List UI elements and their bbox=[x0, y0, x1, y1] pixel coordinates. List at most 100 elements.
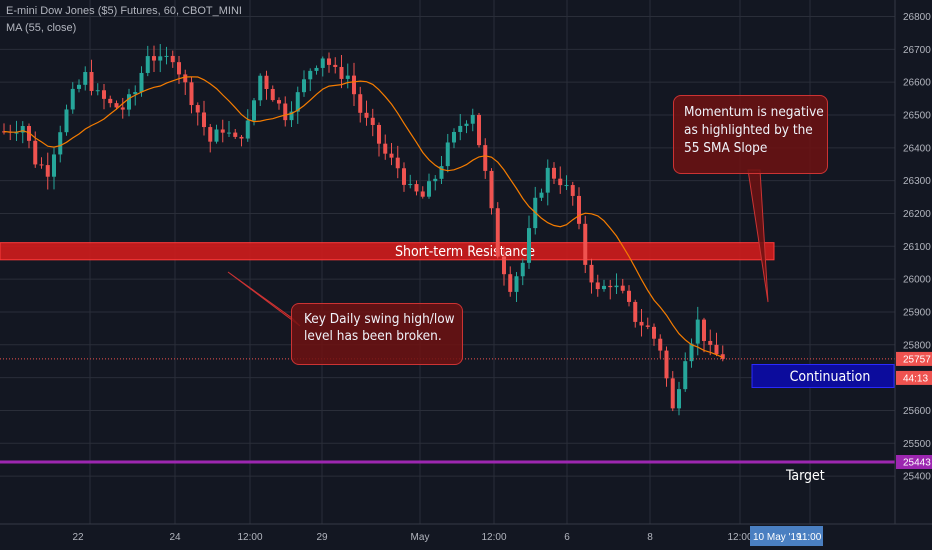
countdown-marker-bg bbox=[896, 370, 932, 385]
candle-body bbox=[420, 191, 425, 197]
price-tick-label: 26200 bbox=[903, 209, 931, 220]
candle-body bbox=[683, 361, 688, 390]
continuation-label: Continuation bbox=[790, 369, 871, 385]
time-tick-label: 24 bbox=[169, 532, 181, 543]
candle-body bbox=[258, 75, 263, 101]
candle-body bbox=[658, 338, 663, 351]
candle-body bbox=[408, 184, 413, 186]
candle-body bbox=[120, 107, 125, 110]
candle-body bbox=[283, 103, 288, 121]
candle-body bbox=[714, 344, 719, 355]
candle-body bbox=[289, 111, 294, 121]
price-tick-label: 26100 bbox=[903, 242, 931, 253]
candle-body bbox=[264, 75, 269, 89]
callout-momentum-line-1: Momentum is negative bbox=[684, 104, 824, 120]
candle-body bbox=[233, 132, 238, 137]
symbol-title[interactable]: E-mini Dow Jones ($5) Futures, 60, CBOT_… bbox=[6, 5, 242, 17]
countdown-marker: 44:13 bbox=[903, 373, 928, 384]
candle-body bbox=[108, 98, 113, 104]
candle-body bbox=[195, 105, 200, 113]
candle-body bbox=[127, 94, 131, 110]
candle-body bbox=[377, 124, 381, 144]
target-price-marker: 25443 bbox=[903, 458, 931, 469]
candle-body bbox=[295, 92, 300, 112]
candle-body bbox=[133, 92, 138, 95]
candle-body bbox=[14, 132, 19, 134]
candle-body bbox=[595, 282, 600, 290]
candle-body bbox=[695, 319, 700, 344]
candle-body bbox=[620, 285, 625, 291]
candle-body bbox=[677, 389, 681, 409]
candle-body bbox=[177, 62, 181, 75]
candle-body bbox=[495, 208, 500, 257]
candle-body bbox=[545, 167, 550, 193]
candle-body bbox=[702, 319, 706, 341]
callout-key-daily-line-2: level has been broken. bbox=[304, 328, 442, 344]
price-tick-label: 25800 bbox=[903, 340, 931, 351]
time-tick-label: 29 bbox=[316, 532, 328, 543]
candle-body bbox=[689, 343, 694, 362]
candle-body bbox=[183, 74, 188, 83]
candle-body bbox=[464, 123, 469, 126]
candle-body bbox=[145, 56, 150, 73]
candle-body bbox=[370, 117, 375, 125]
candle-body bbox=[252, 100, 256, 121]
candle-body bbox=[520, 262, 525, 277]
price-tick-label: 26800 bbox=[903, 12, 931, 23]
price-tick-label: 25600 bbox=[903, 406, 931, 417]
candle-body bbox=[452, 131, 456, 143]
candle-body bbox=[439, 166, 444, 179]
candle-body bbox=[220, 129, 225, 133]
candle-body bbox=[202, 112, 206, 128]
candle-body bbox=[245, 120, 250, 139]
candle-body bbox=[308, 70, 313, 80]
candle-body bbox=[52, 154, 56, 177]
candle-body bbox=[527, 228, 531, 263]
candle-body bbox=[433, 178, 438, 182]
candle-body bbox=[445, 142, 450, 167]
crosshair-time-label: 11:00 bbox=[797, 532, 822, 543]
candle-body bbox=[514, 276, 519, 292]
candle-body bbox=[214, 129, 219, 142]
price-tick-label: 25900 bbox=[903, 307, 931, 318]
candle-body bbox=[20, 126, 25, 133]
candle-body bbox=[402, 168, 406, 185]
candle-body bbox=[39, 164, 44, 166]
candle-body bbox=[570, 185, 575, 196]
candle-body bbox=[389, 153, 394, 158]
candle-body bbox=[383, 143, 388, 154]
candle-body bbox=[358, 94, 363, 113]
candle-body bbox=[239, 136, 244, 139]
candle-body bbox=[277, 100, 281, 104]
moving-average-line bbox=[3, 76, 724, 358]
candle-body bbox=[614, 285, 619, 288]
candle-body bbox=[608, 285, 613, 288]
price-tick-label: 25400 bbox=[903, 472, 931, 483]
indicator-legend[interactable]: MA (55, close) bbox=[6, 22, 77, 34]
candle-body bbox=[314, 67, 319, 71]
candle-body bbox=[552, 167, 556, 179]
price-tick-label: 26400 bbox=[903, 143, 931, 154]
candle-body bbox=[45, 165, 50, 177]
candle-body bbox=[458, 125, 463, 132]
candle-body bbox=[89, 72, 94, 91]
candle-body bbox=[708, 340, 713, 345]
candle-body bbox=[333, 64, 338, 67]
callout-momentum[interactable]: Momentum is negative as highlighted by t… bbox=[673, 95, 828, 174]
callout-key-daily[interactable]: Key Daily swing high/low level has been … bbox=[291, 303, 463, 365]
candle-body bbox=[83, 72, 88, 85]
price-tick-label: 26000 bbox=[903, 275, 931, 286]
candle-body bbox=[477, 114, 481, 146]
candle-body bbox=[58, 132, 63, 155]
candle-body bbox=[395, 157, 400, 169]
candle-body bbox=[633, 301, 638, 322]
candle-body bbox=[664, 350, 669, 379]
candle-body bbox=[114, 103, 119, 108]
price-tick-label: 26600 bbox=[903, 78, 931, 89]
candle-body bbox=[170, 55, 175, 63]
candle-body bbox=[95, 90, 100, 92]
time-tick-label: 8 bbox=[647, 532, 653, 543]
resistance-label: Short-term Resistance bbox=[395, 244, 535, 260]
candle-body bbox=[502, 256, 506, 275]
